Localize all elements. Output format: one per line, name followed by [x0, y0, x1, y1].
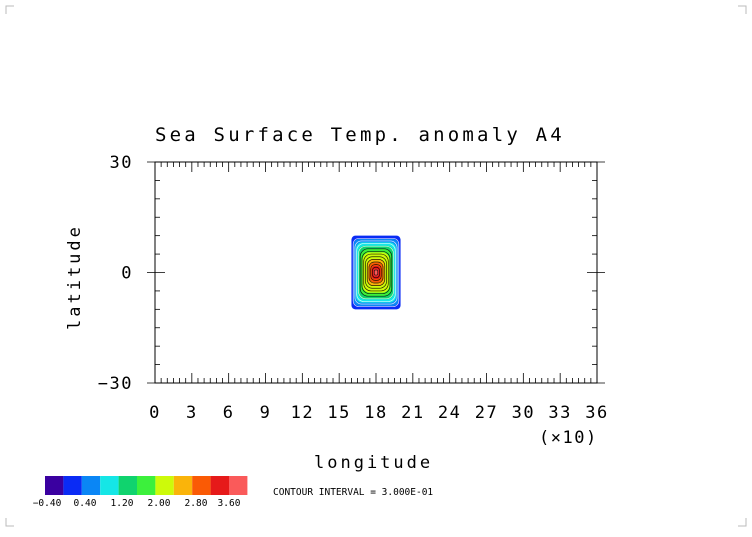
- colorbar-label: −0.40: [33, 498, 62, 509]
- colorbar: [45, 476, 248, 495]
- anomaly-level: [373, 269, 379, 276]
- colorbar-swatch: [45, 476, 64, 495]
- y-tick-label: 0: [121, 264, 133, 284]
- colorbar-swatch: [173, 476, 193, 495]
- colorbar-label: 0.40: [74, 498, 97, 509]
- x-tick-label: 33: [548, 403, 571, 423]
- contour-line: [372, 266, 380, 279]
- contour-line: [365, 256, 387, 289]
- x-tick-label: 6: [223, 403, 235, 423]
- anomaly-field: [351, 235, 401, 310]
- contour-interval-note: CONTOUR INTERVAL = 3.000E-01: [273, 487, 433, 498]
- colorbar-swatch: [210, 476, 229, 495]
- x-tick-label: 30: [512, 403, 535, 423]
- x-multiplier-label: (×10): [539, 428, 598, 448]
- y-tick-label: −30: [98, 374, 133, 394]
- x-tick-label: 0: [149, 403, 161, 423]
- colorbar-swatch: [81, 476, 101, 495]
- x-tick-label: 21: [401, 403, 424, 423]
- colorbar-labels: −0.40 0.40 1.20 2.00 2.80 3.60: [33, 498, 241, 509]
- colorbar-swatch: [137, 476, 156, 495]
- contour-line: [363, 253, 389, 292]
- x-tick-label: 9: [260, 403, 272, 423]
- x-axis-label: longitude: [314, 453, 433, 473]
- chart-title: Sea Surface Temp. anomaly A4: [155, 124, 565, 146]
- contour-line: [358, 245, 394, 300]
- contour-line: [352, 237, 400, 308]
- x-tick-label: 24: [438, 403, 461, 423]
- contour-lines: [352, 237, 400, 308]
- x-tick-label: 27: [475, 403, 498, 423]
- contour-line: [359, 248, 393, 297]
- y-axis-label: latitude: [65, 224, 85, 330]
- colorbar-swatch: [63, 476, 82, 495]
- x-tick-label: 36: [585, 403, 608, 423]
- x-tick-label: 3: [186, 403, 198, 423]
- colorbar-label: 3.60: [218, 498, 241, 509]
- contour-line: [370, 264, 382, 281]
- contour-line: [366, 258, 386, 287]
- axis-ticks: [147, 161, 605, 384]
- contour-line: [354, 240, 398, 305]
- colorbar-label: 2.00: [148, 498, 171, 509]
- colorbar-swatch: [100, 476, 119, 495]
- corner-marks: [5, 5, 747, 527]
- x-tick-label: 12: [291, 403, 314, 423]
- colorbar-swatch: [229, 476, 248, 495]
- contour-line: [368, 261, 384, 284]
- y-tick-label: 30: [110, 153, 133, 173]
- x-tick-label: 18: [364, 403, 387, 423]
- colorbar-label: 2.80: [185, 498, 208, 509]
- colorbar-swatch: [192, 476, 211, 495]
- x-tick-labels: 0 3 6 9 12 15 18 21 24 27 30 33 36: [149, 403, 608, 423]
- colorbar-swatch: [118, 476, 137, 495]
- contour-line: [361, 251, 391, 294]
- x-tick-label: 15: [327, 403, 350, 423]
- contour-line: [356, 243, 396, 302]
- colorbar-label: 1.20: [111, 498, 134, 509]
- contour-line: [373, 269, 379, 276]
- colorbar-swatch: [155, 476, 174, 495]
- y-tick-labels: 30 0 −30: [98, 153, 133, 394]
